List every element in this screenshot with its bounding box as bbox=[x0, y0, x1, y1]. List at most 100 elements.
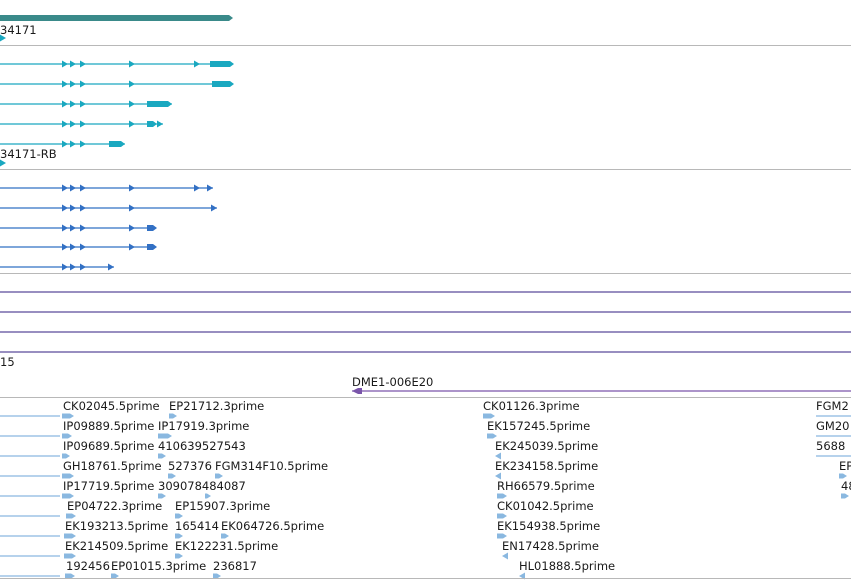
est-label[interactable]: RH66579.5prime bbox=[497, 479, 595, 493]
est-block bbox=[65, 573, 75, 579]
strand-arrow bbox=[62, 140, 68, 148]
est-label[interactable]: IP09689.5prime bbox=[63, 439, 155, 453]
est-block bbox=[841, 493, 849, 499]
est-label[interactable]: EK157245.5prime bbox=[487, 419, 591, 433]
est-label[interactable]: EN17428.5prime bbox=[502, 539, 599, 553]
strand-arrow bbox=[70, 140, 76, 148]
est-block bbox=[205, 493, 211, 499]
est-label[interactable]: EK234158.5prime bbox=[495, 459, 599, 473]
est-block bbox=[64, 553, 76, 559]
strand-arrow bbox=[80, 204, 86, 212]
mrna-exon bbox=[109, 141, 125, 147]
est-label[interactable]: 165414 bbox=[175, 519, 219, 533]
track-divider bbox=[0, 45, 851, 46]
est-label[interactable]: IP17719.5prime bbox=[63, 479, 155, 493]
mrna-exon bbox=[210, 61, 234, 67]
strand-arrow bbox=[194, 184, 200, 192]
strand-arrow bbox=[70, 263, 76, 271]
est-label[interactable]: EK154938.5prime bbox=[497, 519, 601, 533]
est-arrow bbox=[519, 572, 525, 580]
est-label[interactable]: CK01126.3prime bbox=[483, 399, 580, 413]
est-block bbox=[66, 513, 76, 519]
strand-arrow bbox=[62, 120, 68, 128]
strand-arrow bbox=[62, 263, 68, 271]
est-label[interactable]: EP15907.3prime bbox=[175, 499, 271, 513]
est-label[interactable]: 48 bbox=[841, 479, 851, 493]
clone-label[interactable]: DME1-006E20 bbox=[352, 375, 434, 389]
mrna-exon bbox=[212, 81, 234, 87]
strand-arrow bbox=[70, 120, 76, 128]
strand-arrow bbox=[62, 224, 68, 232]
strand-arrow bbox=[62, 80, 68, 88]
est-label[interactable]: EK245039.5prime bbox=[495, 439, 599, 453]
est-label[interactable]: EP01015.3prime bbox=[111, 559, 207, 573]
est-block bbox=[497, 493, 507, 499]
est-block bbox=[62, 473, 74, 479]
est-label[interactable]: EK064726.5prime bbox=[221, 519, 325, 533]
track-divider bbox=[0, 397, 851, 398]
clone-arrow bbox=[352, 388, 362, 394]
track-divider bbox=[0, 273, 851, 274]
mrna-label[interactable]: 34171-RB bbox=[0, 147, 57, 161]
strand-arrow bbox=[207, 184, 213, 192]
est-block bbox=[213, 573, 221, 579]
est-block bbox=[175, 533, 183, 539]
est-block bbox=[158, 453, 166, 459]
est-block bbox=[215, 473, 223, 479]
est-label[interactable]: 5688 bbox=[816, 439, 846, 453]
est-arrow bbox=[495, 452, 501, 460]
strand-arrow bbox=[70, 224, 76, 232]
track-divider bbox=[0, 169, 851, 170]
strand-arrow bbox=[129, 243, 135, 251]
strand-arrow bbox=[70, 243, 76, 251]
strand-arrow bbox=[80, 184, 86, 192]
est-label[interactable]: CK02045.5prime bbox=[63, 399, 160, 413]
est-label[interactable]: 527376 bbox=[168, 459, 212, 473]
strand-arrow bbox=[62, 100, 68, 108]
match-label[interactable]: 15 bbox=[0, 355, 15, 369]
est-label[interactable]: EK214509.5prime bbox=[65, 539, 169, 553]
est-label[interactable]: GM20 bbox=[816, 419, 850, 433]
est-label[interactable]: HL01888.5prime bbox=[519, 559, 616, 573]
strand-arrow bbox=[0, 34, 6, 42]
est-block bbox=[62, 453, 70, 459]
est-label[interactable]: 192456 bbox=[66, 559, 110, 573]
est-label[interactable]: EK122231.5prime bbox=[175, 539, 279, 553]
track-divider bbox=[0, 578, 851, 579]
est-label[interactable]: EK193213.5prime bbox=[65, 519, 169, 533]
est-label[interactable]: EP bbox=[839, 459, 851, 473]
strand-arrow bbox=[70, 60, 76, 68]
est-label[interactable]: FGM314F10.5prime bbox=[215, 459, 329, 473]
est-label[interactable]: CK01042.5prime bbox=[497, 499, 594, 513]
strand-arrow bbox=[70, 100, 76, 108]
est-label[interactable]: GH18761.5prime bbox=[63, 459, 162, 473]
est-block bbox=[158, 433, 172, 439]
est-arrow bbox=[502, 552, 508, 560]
cds-exon bbox=[147, 225, 157, 231]
est-block bbox=[168, 473, 176, 479]
strand-arrow bbox=[62, 60, 68, 68]
strand-arrow bbox=[62, 204, 68, 212]
est-block bbox=[62, 413, 74, 419]
strand-arrow bbox=[129, 224, 135, 232]
est-block bbox=[111, 573, 119, 579]
strand-arrow bbox=[80, 263, 86, 271]
strand-arrow bbox=[108, 263, 114, 271]
est-block bbox=[839, 473, 847, 479]
strand-arrow bbox=[62, 184, 68, 192]
est-label[interactable]: EP04722.3prime bbox=[67, 499, 163, 513]
est-label[interactable]: IP09889.5prime bbox=[63, 419, 155, 433]
est-block bbox=[483, 413, 495, 419]
est-label[interactable]: FGM2 bbox=[816, 399, 849, 413]
gene-label[interactable]: 34171 bbox=[0, 23, 37, 37]
est-block bbox=[221, 533, 229, 539]
est-block bbox=[487, 433, 497, 439]
strand-arrow bbox=[80, 100, 86, 108]
est-label[interactable]: 410639527543 bbox=[158, 439, 246, 453]
est-block bbox=[169, 413, 177, 419]
est-label[interactable]: 309078484087 bbox=[158, 479, 246, 493]
est-label[interactable]: EP21712.3prime bbox=[169, 399, 265, 413]
est-label[interactable]: IP17919.3prime bbox=[158, 419, 250, 433]
strand-arrow bbox=[80, 120, 86, 128]
est-label[interactable]: 236817 bbox=[213, 559, 257, 573]
